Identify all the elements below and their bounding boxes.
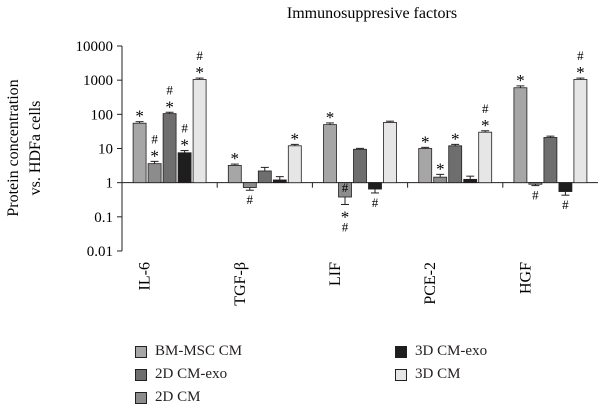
bar bbox=[287, 145, 302, 184]
significance-mark: * bbox=[326, 108, 335, 127]
bar bbox=[543, 137, 558, 184]
bar bbox=[368, 182, 382, 190]
x-tick-label: PCE-2 bbox=[422, 262, 439, 305]
bar bbox=[162, 113, 177, 184]
significance-mark: * bbox=[436, 159, 445, 178]
y-axis-label-line1: Protein concentration bbox=[5, 79, 22, 216]
y-tick-label: 0.01 bbox=[87, 244, 113, 260]
bar bbox=[573, 79, 588, 184]
chart-title: Immunosuppresive factors bbox=[287, 5, 457, 22]
bar bbox=[513, 87, 528, 184]
y-tick-label: 1 bbox=[106, 176, 114, 192]
bar bbox=[177, 152, 192, 184]
significance-mark: # bbox=[166, 82, 173, 97]
significance-mark: * bbox=[481, 116, 490, 135]
significance-mark: * bbox=[516, 71, 525, 90]
bar bbox=[528, 182, 543, 185]
significance-mark: * bbox=[451, 129, 460, 148]
significance-mark: * bbox=[180, 136, 189, 155]
significance-mark: # bbox=[342, 219, 349, 234]
bar bbox=[558, 182, 573, 192]
bar bbox=[418, 148, 433, 184]
significance-mark: * bbox=[165, 97, 174, 116]
significance-mark: # bbox=[151, 131, 158, 146]
significance-mark: # bbox=[342, 180, 349, 195]
y-tick-label: 10 bbox=[98, 142, 113, 158]
bar bbox=[353, 148, 367, 184]
bar bbox=[478, 131, 493, 184]
significance-mark: # bbox=[372, 195, 379, 210]
significance-mark: * bbox=[135, 107, 144, 126]
plot-area: 1000010001001010.10.01**#*#*#*#IL-6*#*TG… bbox=[76, 39, 598, 306]
bar bbox=[463, 178, 478, 184]
y-tick-label: 1000 bbox=[83, 73, 113, 89]
y-tick-label: 10000 bbox=[76, 39, 114, 55]
significance-mark: * bbox=[576, 63, 585, 82]
bar bbox=[132, 122, 147, 184]
bar bbox=[147, 163, 162, 184]
y-tick-label: 0.1 bbox=[94, 210, 113, 226]
significance-mark: # bbox=[482, 101, 489, 116]
x-tick-label: HGF bbox=[517, 262, 534, 294]
significance-mark: * bbox=[231, 149, 240, 168]
x-tick-label: IL-6 bbox=[137, 262, 154, 290]
bar bbox=[448, 145, 463, 184]
significance-mark: * bbox=[421, 132, 430, 151]
bar bbox=[383, 122, 397, 184]
x-tick-label: LIF bbox=[327, 262, 344, 286]
significance-mark: * bbox=[291, 129, 300, 148]
bar bbox=[272, 179, 287, 184]
significance-mark: # bbox=[577, 48, 584, 63]
significance-mark: # bbox=[196, 48, 203, 63]
significance-mark: # bbox=[181, 121, 188, 136]
x-tick-label: TGF-β bbox=[232, 262, 249, 306]
y-tick-label: 100 bbox=[91, 107, 114, 123]
bar bbox=[192, 79, 207, 184]
bar bbox=[323, 124, 337, 184]
significance-mark: # bbox=[532, 188, 539, 203]
significance-mark: * bbox=[150, 146, 159, 165]
significance-mark: * bbox=[341, 207, 350, 226]
bar bbox=[257, 170, 272, 184]
bar bbox=[242, 182, 257, 188]
significance-mark: # bbox=[562, 197, 569, 212]
significance-mark: # bbox=[247, 192, 254, 207]
significance-mark: * bbox=[195, 63, 204, 82]
y-axis-label-line2: vs. HDFa cells bbox=[27, 101, 44, 196]
